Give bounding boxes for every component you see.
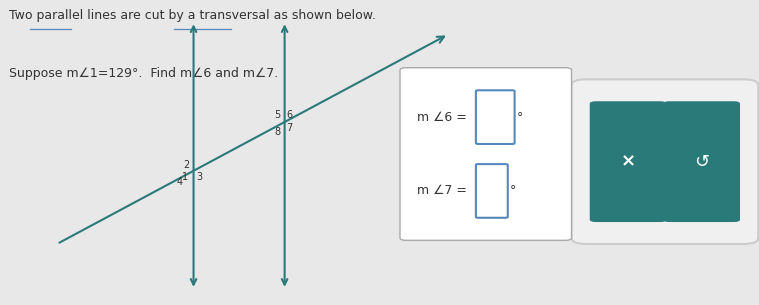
Text: Suppose m∠1=129°.  Find m∠6 and m∠7.: Suppose m∠1=129°. Find m∠6 and m∠7. xyxy=(9,67,279,80)
Text: ↺: ↺ xyxy=(694,152,709,171)
FancyBboxPatch shape xyxy=(590,101,666,222)
Text: 8: 8 xyxy=(275,127,281,138)
Text: 3: 3 xyxy=(197,172,203,182)
FancyBboxPatch shape xyxy=(663,101,740,222)
Text: 6: 6 xyxy=(287,110,293,120)
Text: °: ° xyxy=(517,111,523,124)
Text: Two parallel lines are cut by a transversal as shown below.: Two parallel lines are cut by a transver… xyxy=(9,9,376,22)
Text: 5: 5 xyxy=(274,110,281,120)
Text: 1: 1 xyxy=(182,172,188,182)
FancyBboxPatch shape xyxy=(476,90,515,144)
Text: °: ° xyxy=(510,185,516,197)
FancyBboxPatch shape xyxy=(400,68,572,240)
FancyBboxPatch shape xyxy=(476,164,508,218)
Text: 7: 7 xyxy=(287,123,293,133)
Text: 2: 2 xyxy=(183,160,190,170)
Text: m ∠7 =: m ∠7 = xyxy=(417,185,471,197)
Text: 4: 4 xyxy=(177,178,183,187)
Text: m ∠6 =: m ∠6 = xyxy=(417,111,471,124)
Text: ×: × xyxy=(621,152,635,171)
FancyBboxPatch shape xyxy=(572,79,758,244)
